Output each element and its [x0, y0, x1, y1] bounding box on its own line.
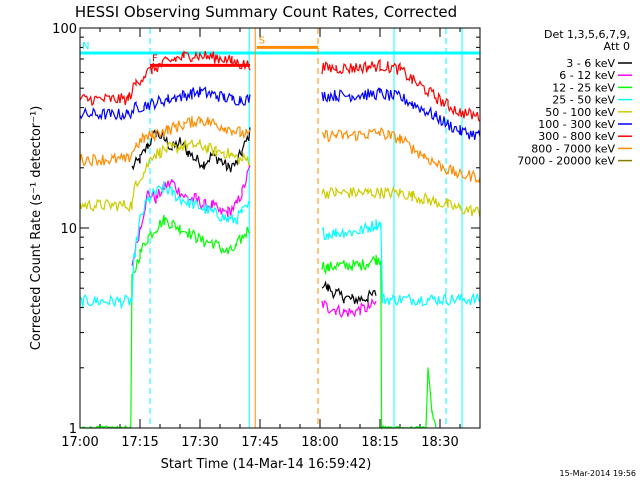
series-line — [79, 181, 481, 310]
x-tick-label: 17:45 — [241, 435, 278, 450]
legend-entry: 25 - 50 keV — [552, 94, 615, 107]
series-line — [79, 139, 481, 218]
series-line — [79, 50, 481, 122]
legend-entry: 100 - 300 keV — [538, 118, 615, 131]
legend-entry: 3 - 6 keV — [566, 57, 615, 70]
series-line — [79, 214, 437, 430]
x-tick-label: 18:15 — [361, 435, 398, 450]
legend-entry: 12 - 25 keV — [552, 81, 615, 94]
legend-title-line2: Att 0 — [604, 40, 630, 53]
flag-label: N — [82, 41, 89, 52]
y-tick-label: 1 — [69, 422, 77, 437]
series-lines — [79, 50, 481, 430]
x-tick-label: 18:00 — [301, 435, 338, 450]
y-axis-label: Corrected Count Rate (s⁻¹ detector⁻¹) — [29, 106, 44, 351]
legend-entry: 50 - 100 keV — [545, 106, 615, 119]
y-tick-label: 100 — [52, 22, 77, 37]
series-line — [79, 115, 481, 184]
flag-label: F — [152, 53, 158, 64]
flag-label: S — [259, 35, 265, 46]
chart-title: HESSI Observing Summary Count Rates, Cor… — [75, 3, 457, 21]
x-tick-label: 17:15 — [121, 435, 158, 450]
legend-entry: 6 - 12 keV — [559, 69, 615, 82]
axis-ticks: 17:00 17:15 17:30 17:45 18:00 18:15 18:30 1 10 10… — [52, 22, 480, 450]
legend-entry: 300 - 800 keV — [538, 130, 615, 143]
series-line — [131, 165, 377, 318]
plot-frame — [79, 27, 481, 429]
timestamp: 15-Mar-2014 19:56 — [560, 469, 637, 478]
y-tick-label: 10 — [60, 222, 77, 237]
x-axis-label: Start Time (14-Mar-14 16:59:42) — [161, 457, 372, 472]
x-tick-label: 17:00 — [61, 435, 98, 450]
x-tick-label: 18:30 — [421, 435, 458, 450]
series-line — [79, 86, 481, 140]
flags: N F S — [79, 28, 480, 428]
legend-entry: 800 - 7000 keV — [531, 142, 615, 155]
legend-entry: 7000 - 20000 keV — [517, 155, 615, 168]
legend-title-line1: Det 1,3,5,6,7,9, — [544, 28, 630, 41]
series-line — [131, 127, 377, 306]
x-tick-label: 17:30 — [181, 435, 218, 450]
